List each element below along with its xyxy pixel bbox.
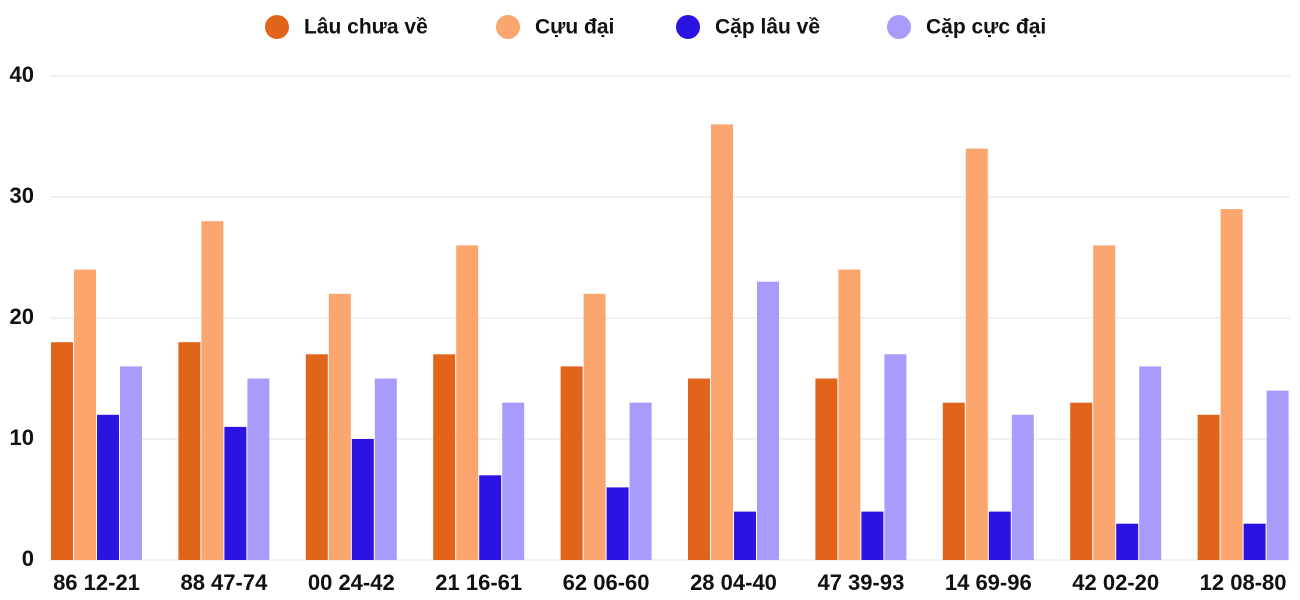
legend-marker <box>887 15 911 39</box>
bar <box>502 402 525 560</box>
bar <box>757 281 779 560</box>
x-tick-label: 62 06-60 <box>563 570 650 595</box>
bar <box>1093 245 1116 560</box>
bar <box>1116 523 1139 560</box>
legend-marker <box>265 15 289 39</box>
bar <box>688 378 710 560</box>
bar <box>433 354 456 560</box>
bar <box>328 293 351 560</box>
legend-marker <box>496 15 520 39</box>
bar <box>583 293 606 560</box>
x-tick-label: 42 02-20 <box>1072 570 1159 595</box>
bar <box>1197 414 1220 560</box>
legend-label: Lâu chưa về <box>304 16 428 39</box>
bar <box>456 245 479 560</box>
bar <box>734 511 756 560</box>
y-tick-label: 20 <box>10 304 34 329</box>
bar <box>224 426 247 560</box>
y-tick-label: 0 <box>22 546 34 571</box>
bar <box>479 475 502 560</box>
y-tick-label: 30 <box>10 183 34 208</box>
bar <box>815 378 838 560</box>
bar <box>1139 366 1162 560</box>
bar <box>1266 390 1289 560</box>
bar <box>74 269 96 560</box>
bar <box>838 269 861 560</box>
bar <box>351 439 374 560</box>
x-tick-label: 86 12-21 <box>53 570 140 595</box>
legend-label: Cựu đại <box>535 16 614 39</box>
bar <box>711 124 733 561</box>
bar <box>201 221 224 560</box>
bar <box>560 366 583 560</box>
bar <box>629 402 652 560</box>
x-tick-label: 00 24-42 <box>308 570 395 595</box>
bar <box>884 354 907 560</box>
bar <box>1070 402 1093 560</box>
bar <box>97 414 119 560</box>
x-tick-label: 21 16-61 <box>435 570 522 595</box>
legend-marker <box>676 15 700 39</box>
bar <box>374 378 397 560</box>
bar <box>305 354 328 560</box>
bar <box>178 342 201 560</box>
y-tick-label: 40 <box>10 62 34 87</box>
bar <box>988 511 1011 560</box>
bar <box>965 148 988 560</box>
bar <box>51 342 73 560</box>
x-tick-label: 47 39-93 <box>817 570 904 595</box>
bar <box>606 487 629 560</box>
bar <box>1243 523 1266 560</box>
x-tick-label: 88 47-74 <box>180 570 268 595</box>
bar <box>120 366 142 560</box>
bar <box>247 378 270 560</box>
x-tick-label: 12 08-80 <box>1200 570 1287 595</box>
legend-label: Cặp lâu về <box>715 16 820 39</box>
x-tick-label: 28 04-40 <box>690 570 777 595</box>
bar <box>1220 209 1243 560</box>
bar <box>861 511 884 560</box>
x-tick-label: 14 69-96 <box>945 570 1032 595</box>
bar <box>942 402 965 560</box>
y-tick-label: 10 <box>10 425 34 450</box>
bar <box>1011 414 1034 560</box>
legend-label: Cặp cực đại <box>926 16 1046 39</box>
